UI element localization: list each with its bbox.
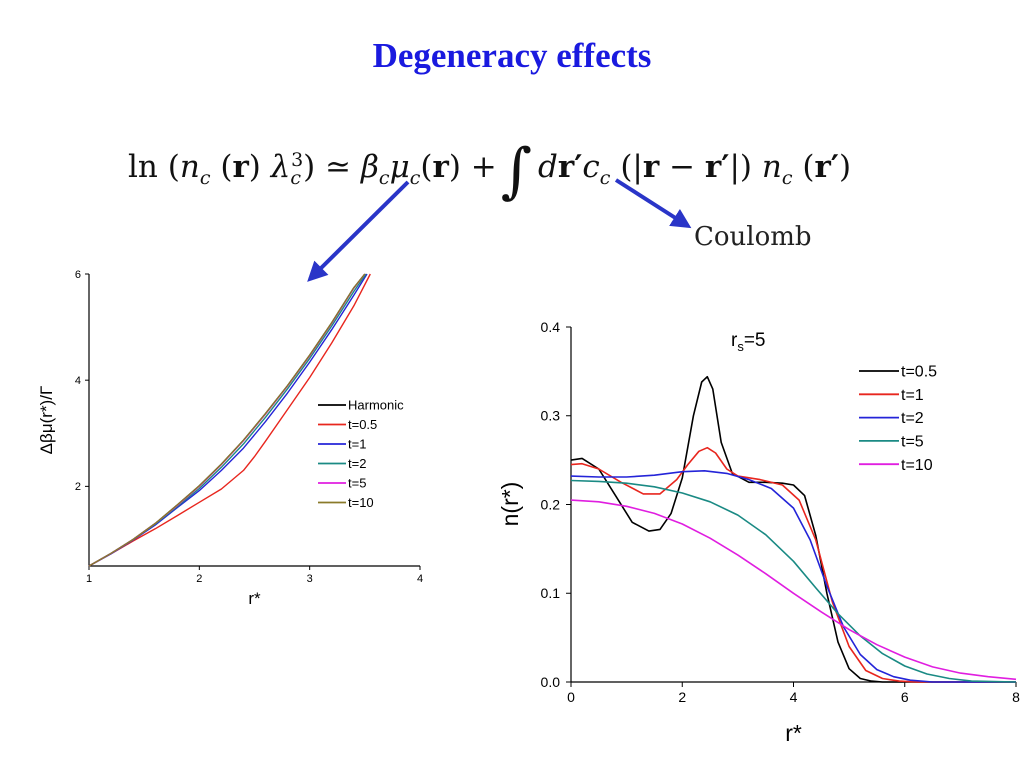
eq-paren: ( bbox=[167, 149, 180, 185]
y-tick-label: 0.0 bbox=[541, 674, 561, 690]
x-tick-label: 4 bbox=[790, 689, 798, 705]
eq-n: n bbox=[761, 149, 782, 185]
legend-label: t=10 bbox=[901, 457, 933, 474]
arrow-to-left-chart bbox=[307, 180, 410, 282]
eq-paren: ( bbox=[620, 149, 633, 185]
eq-rprime: r′ bbox=[557, 149, 583, 185]
eq-sub-c: c bbox=[290, 167, 302, 190]
eq-r: r bbox=[642, 149, 660, 185]
x-tick-label: 3 bbox=[307, 573, 313, 585]
y-tick-label: 0.4 bbox=[541, 319, 561, 335]
eq-paren: ) bbox=[248, 149, 261, 185]
x-axis-label: r* bbox=[248, 589, 261, 608]
x-tick-label: 1 bbox=[86, 573, 92, 585]
eq-n: n bbox=[179, 149, 200, 185]
coulomb-label: Coulomb bbox=[694, 222, 812, 252]
equation: ln (nc (r) λc3) ≃ βcμc(r) +∫ dr′cc (|r − … bbox=[128, 122, 851, 206]
series-line-t-1 bbox=[570, 446, 1016, 683]
legend-label: t=10 bbox=[348, 495, 374, 510]
chart-title: rs=5 bbox=[731, 330, 766, 354]
series-line-t-1 bbox=[88, 273, 368, 567]
legend-label: t=2 bbox=[901, 410, 924, 427]
chart-right: 0 2 4 6 8 0.0 0.1 0.2 0.3 0.4 r* n(r*) rs=5 t=0.5 t=1 t… bbox=[497, 319, 1020, 746]
eq-d: d bbox=[538, 149, 558, 185]
series-line-t-2 bbox=[88, 273, 367, 567]
eq-sup-3: 3 bbox=[291, 148, 304, 171]
series-line-t-10 bbox=[570, 499, 1017, 681]
eq-sub-c: c bbox=[378, 167, 390, 190]
legend-label: t=2 bbox=[348, 456, 366, 471]
legend-label: t=1 bbox=[901, 387, 924, 404]
eq-bar: | bbox=[729, 149, 740, 185]
eq-c: c bbox=[582, 149, 600, 185]
series-line-t-10 bbox=[88, 273, 366, 567]
series-line-t-0-5 bbox=[570, 375, 1016, 683]
eq-paren: ) bbox=[739, 149, 752, 185]
y-tick-label: 6 bbox=[75, 269, 81, 281]
eq-sub-c: c bbox=[599, 167, 611, 190]
y-tick-label: 0.3 bbox=[541, 408, 561, 424]
y-tick-label: 2 bbox=[75, 481, 81, 493]
y-axis-label: n(r*) bbox=[497, 482, 523, 527]
eq-rprime: r′ bbox=[704, 149, 730, 185]
eq-mu: μ bbox=[389, 149, 410, 185]
eq-paren: ) bbox=[448, 149, 461, 185]
x-axis-label: r* bbox=[785, 720, 802, 746]
eq-paren: ( bbox=[220, 149, 233, 185]
eq-ln: ln bbox=[128, 149, 158, 185]
arrow-to-coulomb bbox=[614, 178, 692, 229]
x-tick-label: 0 bbox=[567, 689, 575, 705]
eq-paren: ) bbox=[303, 149, 316, 185]
legend-label: t=1 bbox=[348, 437, 366, 452]
series-line-t-0-5 bbox=[88, 273, 371, 567]
legend-label: t=5 bbox=[901, 434, 924, 451]
y-tick-label: 4 bbox=[75, 375, 81, 387]
eq-lambda: λ bbox=[270, 149, 291, 185]
y-tick-label: 0.1 bbox=[541, 585, 561, 601]
y-tick-label: 0.2 bbox=[541, 496, 561, 512]
eq-r: r bbox=[232, 149, 249, 185]
eq-bar: | bbox=[632, 149, 643, 185]
eq-rprime: r′ bbox=[814, 149, 839, 185]
slide-title: Degeneracy effects bbox=[372, 36, 652, 75]
legend-label: t=0.5 bbox=[348, 417, 377, 432]
legend-label: t=5 bbox=[348, 476, 366, 491]
x-tick-label: 2 bbox=[678, 689, 686, 705]
series-line-t-5 bbox=[570, 479, 1017, 683]
eq-integral: ∫ bbox=[500, 136, 533, 206]
eq-beta: β bbox=[360, 149, 379, 185]
x-tick-label: 8 bbox=[1012, 689, 1020, 705]
eq-sub-c: c bbox=[781, 167, 793, 190]
eq-sub-c: c bbox=[199, 167, 211, 190]
eq-sub-c: c bbox=[409, 167, 421, 190]
legend-label: t=0.5 bbox=[901, 364, 937, 381]
chart-left: 1 2 3 4 2 4 6 r* Δβμ(r*)/Γ Harmonic t=0.5 t=1 t=2 t=5… bbox=[37, 269, 423, 608]
x-tick-label: 4 bbox=[417, 573, 423, 585]
eq-minus: − bbox=[669, 149, 696, 185]
x-tick-label: 2 bbox=[196, 573, 202, 585]
eq-approx: ≃ bbox=[325, 149, 352, 185]
series-line-t-2 bbox=[570, 469, 1016, 683]
legend-label: Harmonic bbox=[348, 398, 404, 413]
eq-r: r bbox=[432, 149, 449, 185]
eq-paren: ( bbox=[802, 149, 815, 185]
eq-paren: ( bbox=[420, 149, 433, 185]
series-line-harmonic bbox=[88, 273, 366, 567]
series-line-t-5 bbox=[88, 273, 366, 567]
y-axis-label: Δβμ(r*)/Γ bbox=[37, 386, 56, 455]
eq-paren: ) bbox=[838, 149, 852, 185]
x-tick-label: 6 bbox=[901, 689, 909, 705]
eq-plus: + bbox=[470, 149, 497, 185]
